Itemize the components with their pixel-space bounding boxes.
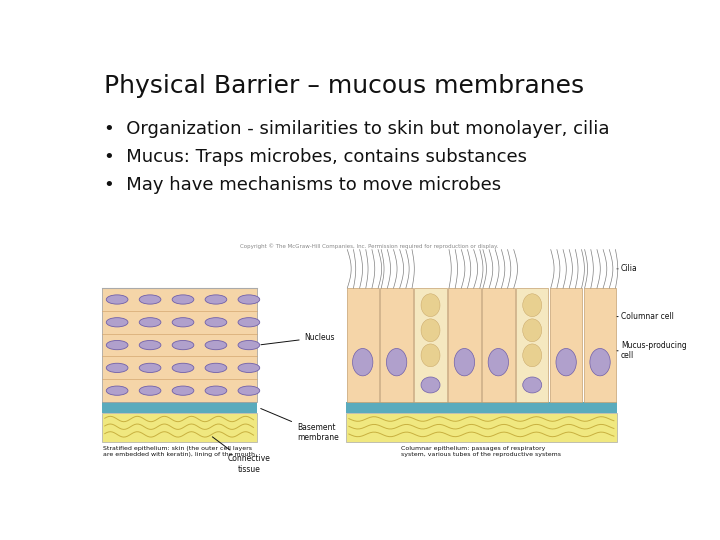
Ellipse shape xyxy=(523,344,541,367)
Ellipse shape xyxy=(205,340,227,350)
Ellipse shape xyxy=(238,295,260,304)
Ellipse shape xyxy=(238,386,260,395)
Bar xyxy=(584,288,616,402)
Ellipse shape xyxy=(205,318,227,327)
Ellipse shape xyxy=(590,348,611,376)
Bar xyxy=(346,288,379,402)
Ellipse shape xyxy=(421,319,440,342)
Text: Nucleus: Nucleus xyxy=(261,333,336,345)
Ellipse shape xyxy=(421,344,440,367)
Text: •  Organization - similarities to skin but monolayer, cilia: • Organization - similarities to skin bu… xyxy=(104,120,609,138)
Text: Copyright © The McGraw-Hill Companies, Inc. Permission required for reproduction: Copyright © The McGraw-Hill Companies, I… xyxy=(240,244,498,249)
Text: Physical Barrier – mucous membranes: Physical Barrier – mucous membranes xyxy=(104,74,584,98)
Ellipse shape xyxy=(523,294,541,316)
Bar xyxy=(102,402,256,413)
Ellipse shape xyxy=(107,386,128,395)
Text: Mucus-producing
cell: Mucus-producing cell xyxy=(617,341,687,361)
Text: Cilia: Cilia xyxy=(617,265,638,273)
Ellipse shape xyxy=(205,386,227,395)
Ellipse shape xyxy=(205,363,227,373)
Ellipse shape xyxy=(238,318,260,327)
Ellipse shape xyxy=(523,377,541,393)
Bar xyxy=(346,413,617,442)
Ellipse shape xyxy=(172,340,194,350)
Ellipse shape xyxy=(139,295,161,304)
Bar xyxy=(102,413,256,442)
Bar xyxy=(550,288,582,402)
Bar xyxy=(380,288,413,402)
Ellipse shape xyxy=(238,363,260,373)
Ellipse shape xyxy=(107,295,128,304)
Text: Basement
membrane: Basement membrane xyxy=(261,409,338,442)
Text: •  Mucus: Traps microbes, contains substances: • Mucus: Traps microbes, contains substa… xyxy=(104,148,527,166)
Ellipse shape xyxy=(172,363,194,373)
Bar xyxy=(449,288,481,402)
Text: Columnar epithelium: passages of respiratory
system, various tubes of the reprod: Columnar epithelium: passages of respira… xyxy=(401,446,562,457)
Ellipse shape xyxy=(107,318,128,327)
Text: Columnar cell: Columnar cell xyxy=(617,312,674,321)
Ellipse shape xyxy=(523,319,541,342)
Bar xyxy=(414,288,446,402)
Ellipse shape xyxy=(107,340,128,350)
Ellipse shape xyxy=(421,294,440,316)
Ellipse shape xyxy=(387,348,407,376)
Text: •  May have mechanisms to move microbes: • May have mechanisms to move microbes xyxy=(104,176,501,194)
Ellipse shape xyxy=(454,348,474,376)
Ellipse shape xyxy=(139,340,161,350)
Bar xyxy=(346,402,617,413)
Ellipse shape xyxy=(238,340,260,350)
Ellipse shape xyxy=(353,348,373,376)
Text: Stratified epithelium: skin (the outer cell layers
are embedded with keratin), l: Stratified epithelium: skin (the outer c… xyxy=(103,446,255,457)
Ellipse shape xyxy=(172,386,194,395)
Ellipse shape xyxy=(139,363,161,373)
Bar xyxy=(102,288,256,402)
Ellipse shape xyxy=(107,363,128,373)
Text: Connective
tissue: Connective tissue xyxy=(212,437,270,474)
Ellipse shape xyxy=(205,295,227,304)
Ellipse shape xyxy=(172,318,194,327)
Ellipse shape xyxy=(556,348,576,376)
Ellipse shape xyxy=(421,377,440,393)
Bar xyxy=(482,288,515,402)
Bar xyxy=(516,288,549,402)
Ellipse shape xyxy=(488,348,508,376)
Ellipse shape xyxy=(139,318,161,327)
Ellipse shape xyxy=(139,386,161,395)
Ellipse shape xyxy=(172,295,194,304)
